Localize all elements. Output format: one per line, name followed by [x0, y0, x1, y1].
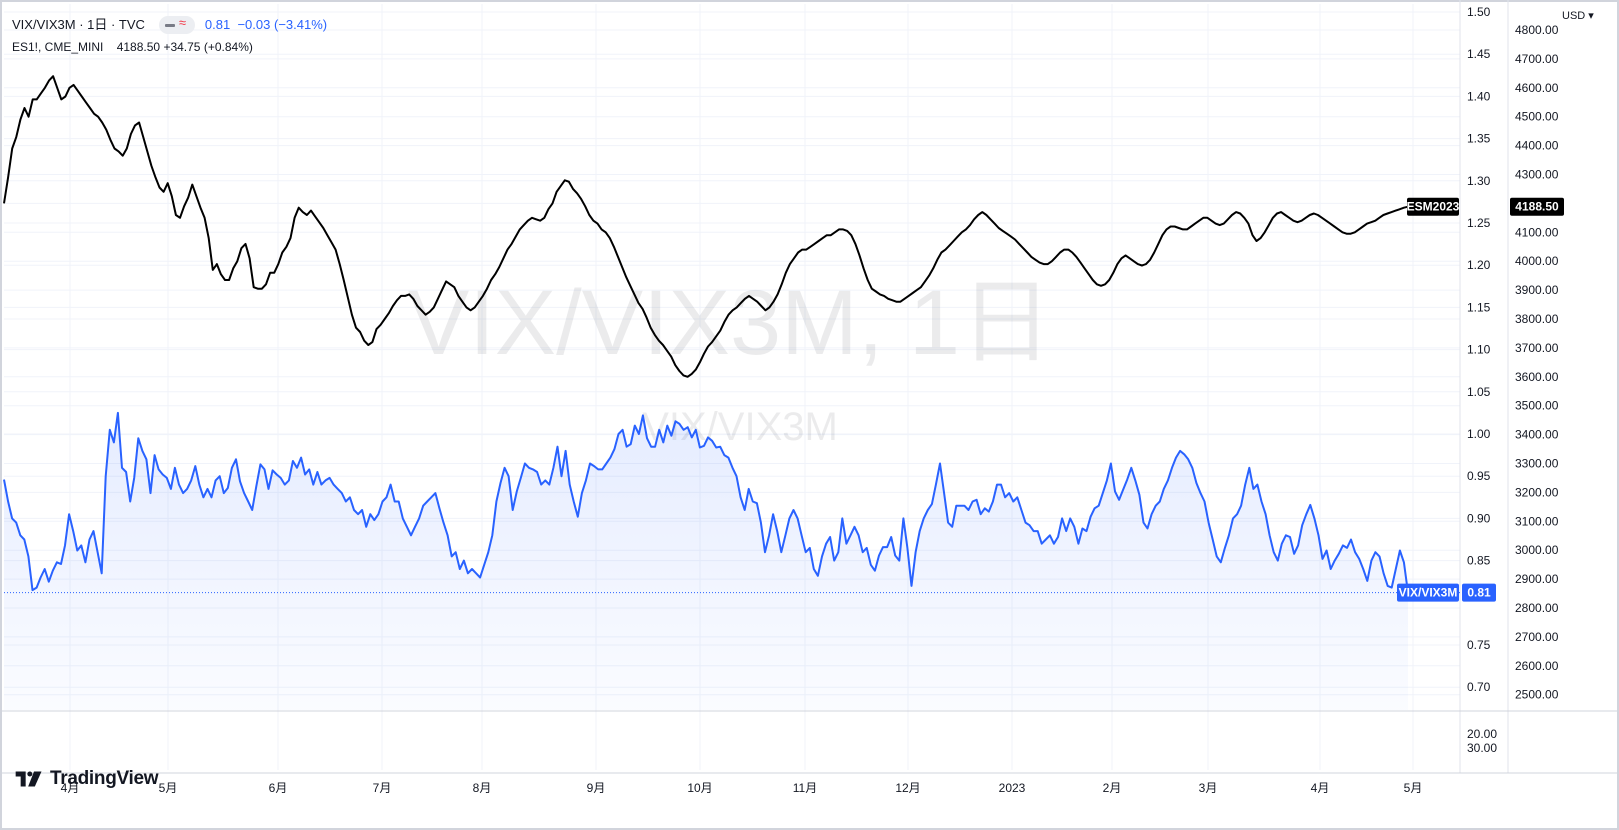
left-axis-tick: 1.40	[1467, 89, 1491, 103]
watermark-main: VIX/VIX3M, 1日	[408, 272, 1052, 374]
left-axis-tick: 1.15	[1467, 300, 1491, 314]
right-axis-tick: 4000.00	[1515, 254, 1559, 268]
left-axis-tick: 1.00	[1467, 427, 1491, 441]
ratio-price-tag-text: 0.81	[1467, 586, 1491, 600]
right-axis-tick: 3200.00	[1515, 485, 1559, 499]
legend-style-toggle[interactable]: ≈	[158, 14, 195, 34]
left-axis-tick: 1.10	[1467, 343, 1491, 357]
x-axis-tick: 6月	[269, 781, 288, 795]
x-axis-tick: 11月	[793, 781, 817, 795]
left-axis-tick: 0.90	[1467, 511, 1491, 525]
right-axis-tick: 3900.00	[1515, 283, 1559, 297]
ratio-name-tag-text: VIX/VIX3M	[1399, 586, 1458, 600]
x-axis-tick: 2月	[1103, 781, 1122, 795]
legend-main: VIX/VIX3M · 1日 · TVC ≈0.81 −0.03 (−3.41%)	[12, 14, 327, 35]
legend-change-pct: (−3.41%)	[274, 17, 328, 32]
x-axis-tick: 8月	[473, 781, 492, 795]
line-style-icon	[164, 23, 175, 27]
futures-line	[3, 75, 1409, 378]
tradingview-logo-icon	[15, 771, 42, 787]
overlay-last: 4188.50	[116, 40, 161, 54]
futures-price-tag-text: 4188.50	[1515, 200, 1559, 214]
overlay-symbol[interactable]: ES1!, CME_MINI	[12, 40, 104, 54]
logo-text: TradingView	[50, 768, 159, 789]
right-axis-tick: 2900.00	[1515, 572, 1559, 586]
right-axis-tick: 4500.00	[1515, 110, 1559, 124]
right-axis-tick: 2800.00	[1515, 601, 1559, 615]
right-axis-tick: 4100.00	[1515, 225, 1559, 239]
right-axis-tick: 4300.00	[1515, 168, 1559, 182]
left-axis-tick: 0.75	[1467, 638, 1491, 652]
right-axis-tick: 3800.00	[1515, 312, 1559, 326]
currency-label: USD	[1562, 10, 1586, 22]
ratio-area	[4, 412, 1408, 710]
right-axis-tick: 4400.00	[1515, 139, 1559, 153]
right-axis-tick: 3600.00	[1515, 370, 1559, 384]
ratio-name-tag	[1397, 583, 1459, 602]
left-axis-tick: 1.35	[1467, 132, 1491, 146]
left-axis-tick: 0.95	[1467, 469, 1491, 483]
left-axis-tick: 1.25	[1467, 216, 1491, 230]
overlay-change: +34.75	[163, 40, 201, 54]
left-axis-tick: 1.20	[1467, 258, 1491, 272]
x-axis-tick: 4月	[1311, 781, 1330, 795]
chevron-down-icon: ▾	[1588, 10, 1594, 22]
left-axis-tick: 0.85	[1467, 554, 1491, 568]
x-axis-tick: 5月	[159, 781, 178, 795]
sub-pane-tick: 20.00	[1467, 727, 1497, 741]
overlay-change-pct: (+0.84%)	[203, 40, 253, 54]
futures-price-tag	[1510, 197, 1564, 216]
tradingview-logo[interactable]: TradingView	[14, 768, 159, 790]
futures-name-tag-text: ESM2023	[1407, 200, 1460, 214]
legend-overlay: ES1!, CME_MINI 4188.50 +34.75 (+0.84%)	[12, 40, 253, 54]
x-axis-tick: 4月	[61, 781, 80, 795]
legend-symbol[interactable]: VIX/VIX3M · 1日 · TVC	[12, 17, 145, 32]
right-axis-tick: 3400.00	[1515, 428, 1559, 442]
right-axis-tick: 3300.00	[1515, 457, 1559, 471]
x-axis-tick: 9月	[587, 781, 606, 795]
x-axis-tick: 10月	[687, 781, 712, 795]
right-axis-tick: 4800.00	[1515, 23, 1559, 37]
sub-pane-tick: 30.00	[1467, 741, 1497, 755]
right-axis-tick: 2700.00	[1515, 630, 1559, 644]
x-axis-tick: 12月	[895, 781, 920, 795]
right-axis-tick: 2500.00	[1515, 688, 1559, 702]
right-axis-tick: 2600.00	[1515, 659, 1559, 673]
right-axis-tick: 4600.00	[1515, 81, 1559, 95]
ratio-price-tag	[1462, 583, 1496, 602]
approx-wave-icon: ≈	[178, 14, 187, 30]
left-axis-tick: 1.50	[1467, 5, 1491, 19]
right-axis-tick: 4700.00	[1515, 52, 1559, 66]
left-axis-tick: 1.30	[1467, 174, 1491, 188]
series-layer	[3, 75, 1460, 710]
axes: 1.50 1.45 1.40 1.35 1.30 1.25 1.20 1.15 1.10 1.05…	[61, 5, 1559, 795]
right-axis-tick: 3100.00	[1515, 514, 1559, 528]
right-axis-tick: 3700.00	[1515, 341, 1559, 355]
x-axis-tick: 2023	[999, 781, 1026, 795]
x-axis-tick: 7月	[373, 781, 392, 795]
legend-last: 0.81	[204, 17, 231, 32]
price-tags: ESM2023 4188.50 VIX/VIX3M 0.81	[1397, 197, 1564, 602]
futures-name-tag	[1407, 197, 1459, 216]
left-axis-tick: 1.45	[1467, 47, 1491, 61]
right-axis-tick: 3000.00	[1515, 543, 1559, 557]
x-axis-tick: 3月	[1199, 781, 1218, 795]
currency-button[interactable]: USD ▾	[1562, 9, 1594, 22]
left-axis-tick: 1.05	[1467, 385, 1491, 399]
left-axis-tick: 0.70	[1467, 680, 1491, 694]
right-axis-tick: 3500.00	[1515, 399, 1559, 413]
x-axis-tick: 5月	[1404, 781, 1423, 795]
legend-change: −0.03	[237, 17, 271, 32]
ratio-line	[3, 411, 1409, 593]
